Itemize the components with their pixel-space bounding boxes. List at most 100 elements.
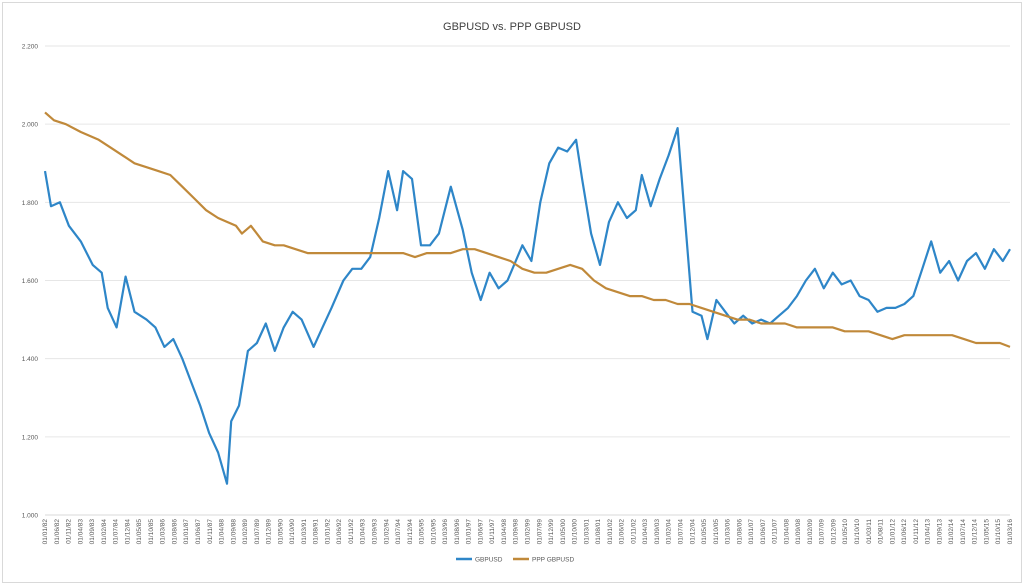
x-tick-label: 01/01/07	[748, 519, 755, 545]
x-tick-label: 01/11/82	[66, 519, 73, 544]
x-tick-label: 01/04/88	[219, 519, 226, 545]
legend-label-gbpusd: GBPUSD	[475, 557, 503, 564]
x-tick-label: 01/02/04	[666, 519, 673, 545]
x-tick-label: 01/03/16	[1007, 519, 1014, 545]
x-tick-label: 01/03/86	[160, 519, 167, 545]
x-tick-label: 01/12/99	[548, 519, 555, 545]
series-lines	[43, 111, 1011, 485]
y-axis: 1.000 1.200 1.400 1.600 1.800 2.000 2.200	[22, 44, 39, 520]
x-tick-label: 01/11/97	[489, 519, 496, 544]
legend-label-ppp: PPP GBPUSD	[532, 557, 574, 564]
y-tick-label: 1.400	[22, 356, 39, 363]
x-tick-label: 01/04/08	[783, 519, 790, 545]
x-tick-label: 01/08/86	[171, 519, 178, 545]
x-tick-label: 01/08/01	[595, 519, 602, 545]
x-tick-label: 01/11/07	[772, 519, 779, 544]
y-tick-label: 2.200	[22, 44, 39, 51]
y-tick-label: 1.800	[22, 200, 39, 207]
x-tick-label: 01/06/02	[619, 519, 626, 545]
x-tick-label: 01/10/10	[854, 519, 861, 545]
x-tick-label: 01/08/11	[878, 519, 885, 544]
x-tick-label: 01/12/89	[266, 519, 273, 545]
x-tick-label: 01/11/92	[348, 519, 355, 544]
x-tick-label: 01/10/00	[572, 519, 579, 545]
x-tick-label: 01/07/04	[677, 519, 684, 545]
x-tick-label: 01/11/12	[913, 519, 920, 544]
x-tick-label: 01/10/90	[289, 519, 296, 545]
x-axis: 01/01/82 01/06/82 01/11/82 01/04/83 01/09/83…	[42, 519, 1014, 545]
chart-title: GBPUSD vs. PPP GBPUSD	[443, 21, 581, 33]
x-tick-label: 01/10/85	[148, 519, 155, 545]
x-tick-label: 01/07/94	[395, 519, 402, 545]
x-tick-label: 01/04/83	[77, 519, 84, 545]
x-tick-label: 01/05/00	[560, 519, 567, 545]
x-tick-label: 01/11/87	[207, 519, 214, 544]
x-tick-label: 01/07/99	[536, 519, 543, 545]
x-tick-label: 01/10/05	[713, 519, 720, 545]
x-tick-label: 01/05/95	[419, 519, 426, 545]
x-tick-label: 01/02/89	[242, 519, 249, 545]
x-tick-label: 01/03/91	[301, 519, 308, 545]
x-tick-label: 01/03/01	[583, 519, 590, 545]
x-tick-label: 01/06/12	[901, 519, 908, 545]
x-tick-label: 01/09/83	[89, 519, 96, 545]
x-tick-label: 01/08/91	[313, 519, 320, 545]
x-tick-label: 01/10/15	[995, 519, 1002, 545]
x-tick-label: 01/12/09	[830, 519, 837, 545]
x-tick-label: 01/04/98	[501, 519, 508, 545]
x-tick-label: 01/08/96	[454, 519, 461, 545]
x-tick-label: 01/02/09	[807, 519, 814, 545]
x-tick-label: 01/12/14	[972, 519, 979, 545]
x-tick-label: 01/12/84	[124, 519, 131, 545]
x-tick-label: 01/07/84	[113, 519, 120, 545]
x-tick-label: 01/05/90	[277, 519, 284, 545]
x-tick-label: 01/04/93	[360, 519, 367, 545]
x-tick-label: 01/03/96	[442, 519, 449, 545]
x-tick-label: 01/03/11	[866, 519, 873, 544]
y-tick-label: 1.000	[22, 513, 39, 520]
x-tick-label: 01/05/10	[842, 519, 849, 545]
x-tick-label: 01/01/02	[607, 519, 614, 545]
x-tick-label: 01/05/05	[701, 519, 708, 545]
series-line-gbpusd	[43, 127, 1011, 485]
x-tick-label: 01/02/14	[948, 519, 955, 545]
x-tick-label: 01/01/87	[183, 519, 190, 545]
x-tick-label: 01/09/93	[372, 519, 379, 545]
x-tick-label: 01/02/84	[101, 519, 108, 545]
x-tick-label: 01/07/89	[254, 519, 261, 545]
gridlines	[45, 45, 1010, 516]
x-tick-label: 01/10/95	[430, 519, 437, 545]
x-tick-label: 01/02/94	[383, 519, 390, 545]
x-tick-label: 01/08/06	[736, 519, 743, 545]
x-tick-label: 01/06/87	[195, 519, 202, 545]
legend: GBPUSD PPP GBPUSD	[456, 557, 574, 564]
series-line-ppp-gbpusd	[44, 111, 1011, 348]
x-tick-label: 01/09/08	[795, 519, 802, 545]
x-tick-label: 01/01/82	[42, 519, 49, 545]
x-tick-label: 01/09/03	[654, 519, 661, 545]
x-tick-label: 01/06/92	[336, 519, 343, 545]
x-tick-label: 01/01/12	[889, 519, 896, 545]
x-tick-label: 01/11/02	[630, 519, 637, 544]
x-tick-label: 01/09/98	[513, 519, 520, 545]
x-tick-label: 01/04/13	[925, 519, 932, 545]
x-tick-label: 01/07/14	[960, 519, 967, 545]
x-tick-label: 01/06/82	[54, 519, 61, 545]
x-tick-label: 01/07/09	[819, 519, 826, 545]
x-tick-label: 01/02/99	[525, 519, 532, 545]
x-tick-label: 01/01/97	[466, 519, 473, 545]
x-tick-label: 01/09/88	[230, 519, 237, 545]
x-tick-label: 01/09/13	[936, 519, 943, 545]
x-tick-label: 01/04/03	[642, 519, 649, 545]
y-tick-label: 2.000	[22, 122, 39, 129]
x-tick-label: 01/03/06	[725, 519, 732, 545]
x-tick-label: 01/05/15	[983, 519, 990, 545]
x-tick-label: 01/12/94	[407, 519, 414, 545]
y-tick-label: 1.200	[22, 434, 39, 441]
x-tick-label: 01/06/97	[477, 519, 484, 545]
x-tick-label: 01/06/07	[760, 519, 767, 545]
x-tick-label: 01/01/92	[324, 519, 331, 545]
x-tick-label: 01/12/04	[689, 519, 696, 545]
